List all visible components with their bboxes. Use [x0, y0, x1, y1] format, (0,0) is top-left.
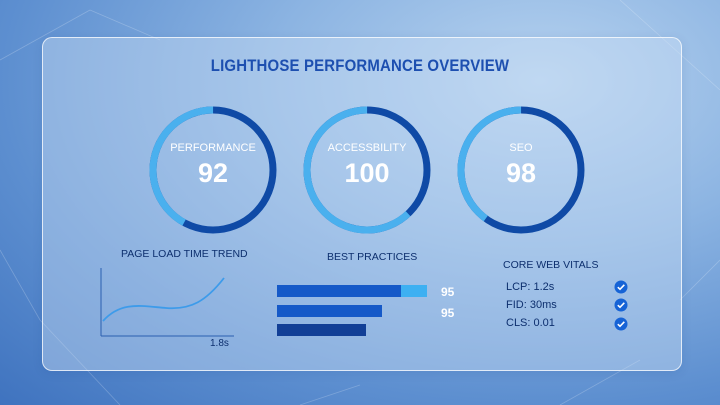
vital-cls: CLS: 0.01 — [506, 317, 555, 329]
vital-fid: FID: 30ms — [506, 299, 557, 311]
cls-check-icon — [614, 317, 628, 331]
seo-ring-icon — [457, 106, 585, 234]
trend-title: PAGE LOAD TIME TREND — [121, 248, 248, 260]
best-practices-title: BEST PRACTICES — [327, 251, 418, 263]
bar-1-dark-segment — [277, 285, 401, 297]
trend-line — [102, 277, 225, 322]
seo-label: SEO — [509, 142, 533, 154]
performance-label: PERFORMANCE — [170, 142, 256, 154]
seo-score: 98 — [505, 158, 537, 188]
bar-1-light-segment — [401, 285, 427, 297]
accessibility-label: ACCESSBILITY — [327, 142, 407, 154]
performance-score: 92 — [197, 158, 229, 188]
accessibility-gauge: ACCESSBILITY 100 — [302, 105, 432, 235]
trend-value-label: 1.8s — [210, 338, 229, 349]
accessibility-score: 100 — [344, 158, 390, 188]
best-practices-bar-2 — [277, 305, 382, 317]
seo-gauge: SEO 98 — [456, 105, 586, 235]
performance-ring-icon — [149, 106, 277, 234]
core-web-vitals-title: CORE WEB VITALS — [503, 259, 599, 271]
best-practices-bar-1 — [277, 285, 427, 297]
page-load-trend-chart — [100, 268, 234, 337]
accessibility-ring-icon — [303, 106, 431, 234]
lcp-check-icon — [614, 280, 628, 294]
bar-2-value: 95 — [441, 306, 455, 320]
bar-1-value: 95 — [441, 285, 455, 299]
vital-lcp: LCP: 1.2s — [506, 281, 555, 293]
best-practices-bar-3 — [277, 324, 366, 336]
dashboard-title: LIGHTHOSE PERFORMANCE OVERVIEW — [210, 56, 510, 75]
fid-check-icon — [614, 298, 628, 312]
performance-gauge: PERFORMANCE 92 — [148, 105, 278, 235]
